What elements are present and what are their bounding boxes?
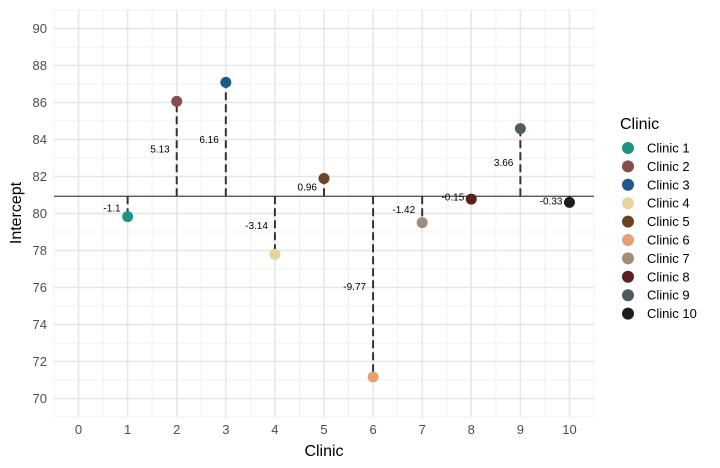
x-tick-label: 5: [320, 422, 327, 437]
point-clinic-4: [269, 248, 281, 260]
legend-label: Clinic 4: [647, 196, 690, 211]
legend-label: Clinic 7: [647, 251, 690, 266]
point-clinic-7: [416, 217, 428, 229]
y-tick-label: 76: [33, 280, 47, 295]
legend-key-9: [622, 289, 634, 302]
offset-label: -0.33: [540, 196, 563, 207]
legend: Clinic Clinic 1 Clinic 2 Clinic 3 Clinic 4 C…: [620, 116, 697, 321]
legend-label: Clinic 9: [647, 288, 690, 303]
offset-label: 0.96: [298, 182, 318, 193]
point-clinic-1: [122, 211, 134, 223]
offset-label: -1.1: [103, 203, 121, 214]
legend-key-10: [622, 307, 634, 320]
x-tick-label: 0: [75, 422, 82, 437]
legend-label: Clinic 10: [647, 306, 697, 321]
x-tick-label: 1: [124, 422, 131, 437]
legend-key-4: [622, 197, 634, 210]
y-tick-label: 70: [33, 391, 47, 406]
x-tick-label: 7: [419, 422, 426, 437]
point-clinic-10: [563, 196, 575, 208]
y-tick-label: 72: [33, 354, 47, 369]
y-axis-title: Intercept: [8, 181, 25, 244]
offset-labels: -1.1 5.13 6.16 -3.14 0.96 -9.77 -1.42 -0.15 3.66…: [103, 135, 562, 293]
legend-label: Clinic 6: [647, 233, 690, 248]
x-tick-label: 9: [517, 422, 524, 437]
legend-key-8: [622, 270, 634, 283]
point-clinic-9: [514, 123, 526, 135]
point-clinic-2: [171, 95, 183, 107]
y-axis-ticks: 70 72 74 76 78 80 82 84 86 88 90: [33, 21, 47, 406]
y-tick-label: 84: [33, 132, 47, 147]
legend-key-1: [622, 142, 634, 154]
y-tick-label: 78: [33, 243, 47, 258]
data-points: [122, 76, 575, 383]
point-clinic-3: [220, 76, 232, 88]
legend-label: Clinic 5: [647, 214, 690, 229]
offset-label: 5.13: [150, 144, 170, 155]
x-tick-label: 4: [271, 422, 278, 437]
legend-key-5: [622, 215, 634, 228]
legend-label: Clinic 1: [647, 141, 690, 156]
legend-label: Clinic 3: [647, 177, 690, 192]
y-tick-label: 86: [33, 95, 47, 110]
legend-key-2: [622, 160, 634, 173]
point-clinic-5: [318, 173, 330, 185]
x-axis-title: Clinic: [304, 443, 343, 460]
point-clinic-8: [465, 193, 477, 205]
offset-label: -0.15: [441, 192, 464, 203]
offset-label: -3.14: [245, 221, 268, 232]
legend-key-6: [622, 234, 634, 246]
x-axis-ticks: 0 1 2 3 4 5 6 7 8 9 10: [75, 422, 577, 437]
y-tick-label: 80: [33, 206, 47, 221]
point-clinic-6: [367, 371, 379, 383]
x-tick-label: 8: [468, 422, 475, 437]
x-tick-label: 10: [562, 422, 576, 437]
y-tick-label: 82: [33, 169, 47, 184]
x-tick-label: 2: [173, 422, 180, 437]
legend-key-7: [622, 252, 634, 265]
legend-label: Clinic 2: [647, 159, 690, 174]
x-tick-label: 6: [369, 422, 376, 437]
offset-label: -1.42: [392, 205, 415, 216]
offset-label: -9.77: [343, 282, 366, 293]
y-tick-label: 90: [33, 21, 47, 36]
y-tick-label: 88: [33, 58, 47, 73]
y-tick-label: 74: [33, 317, 47, 332]
legend-title: Clinic: [620, 116, 659, 133]
x-tick-label: 3: [222, 422, 229, 437]
offset-label: 6.16: [199, 135, 219, 146]
legend-key-3: [622, 178, 634, 191]
legend-label: Clinic 8: [647, 269, 690, 284]
offset-label: 3.66: [494, 158, 514, 169]
